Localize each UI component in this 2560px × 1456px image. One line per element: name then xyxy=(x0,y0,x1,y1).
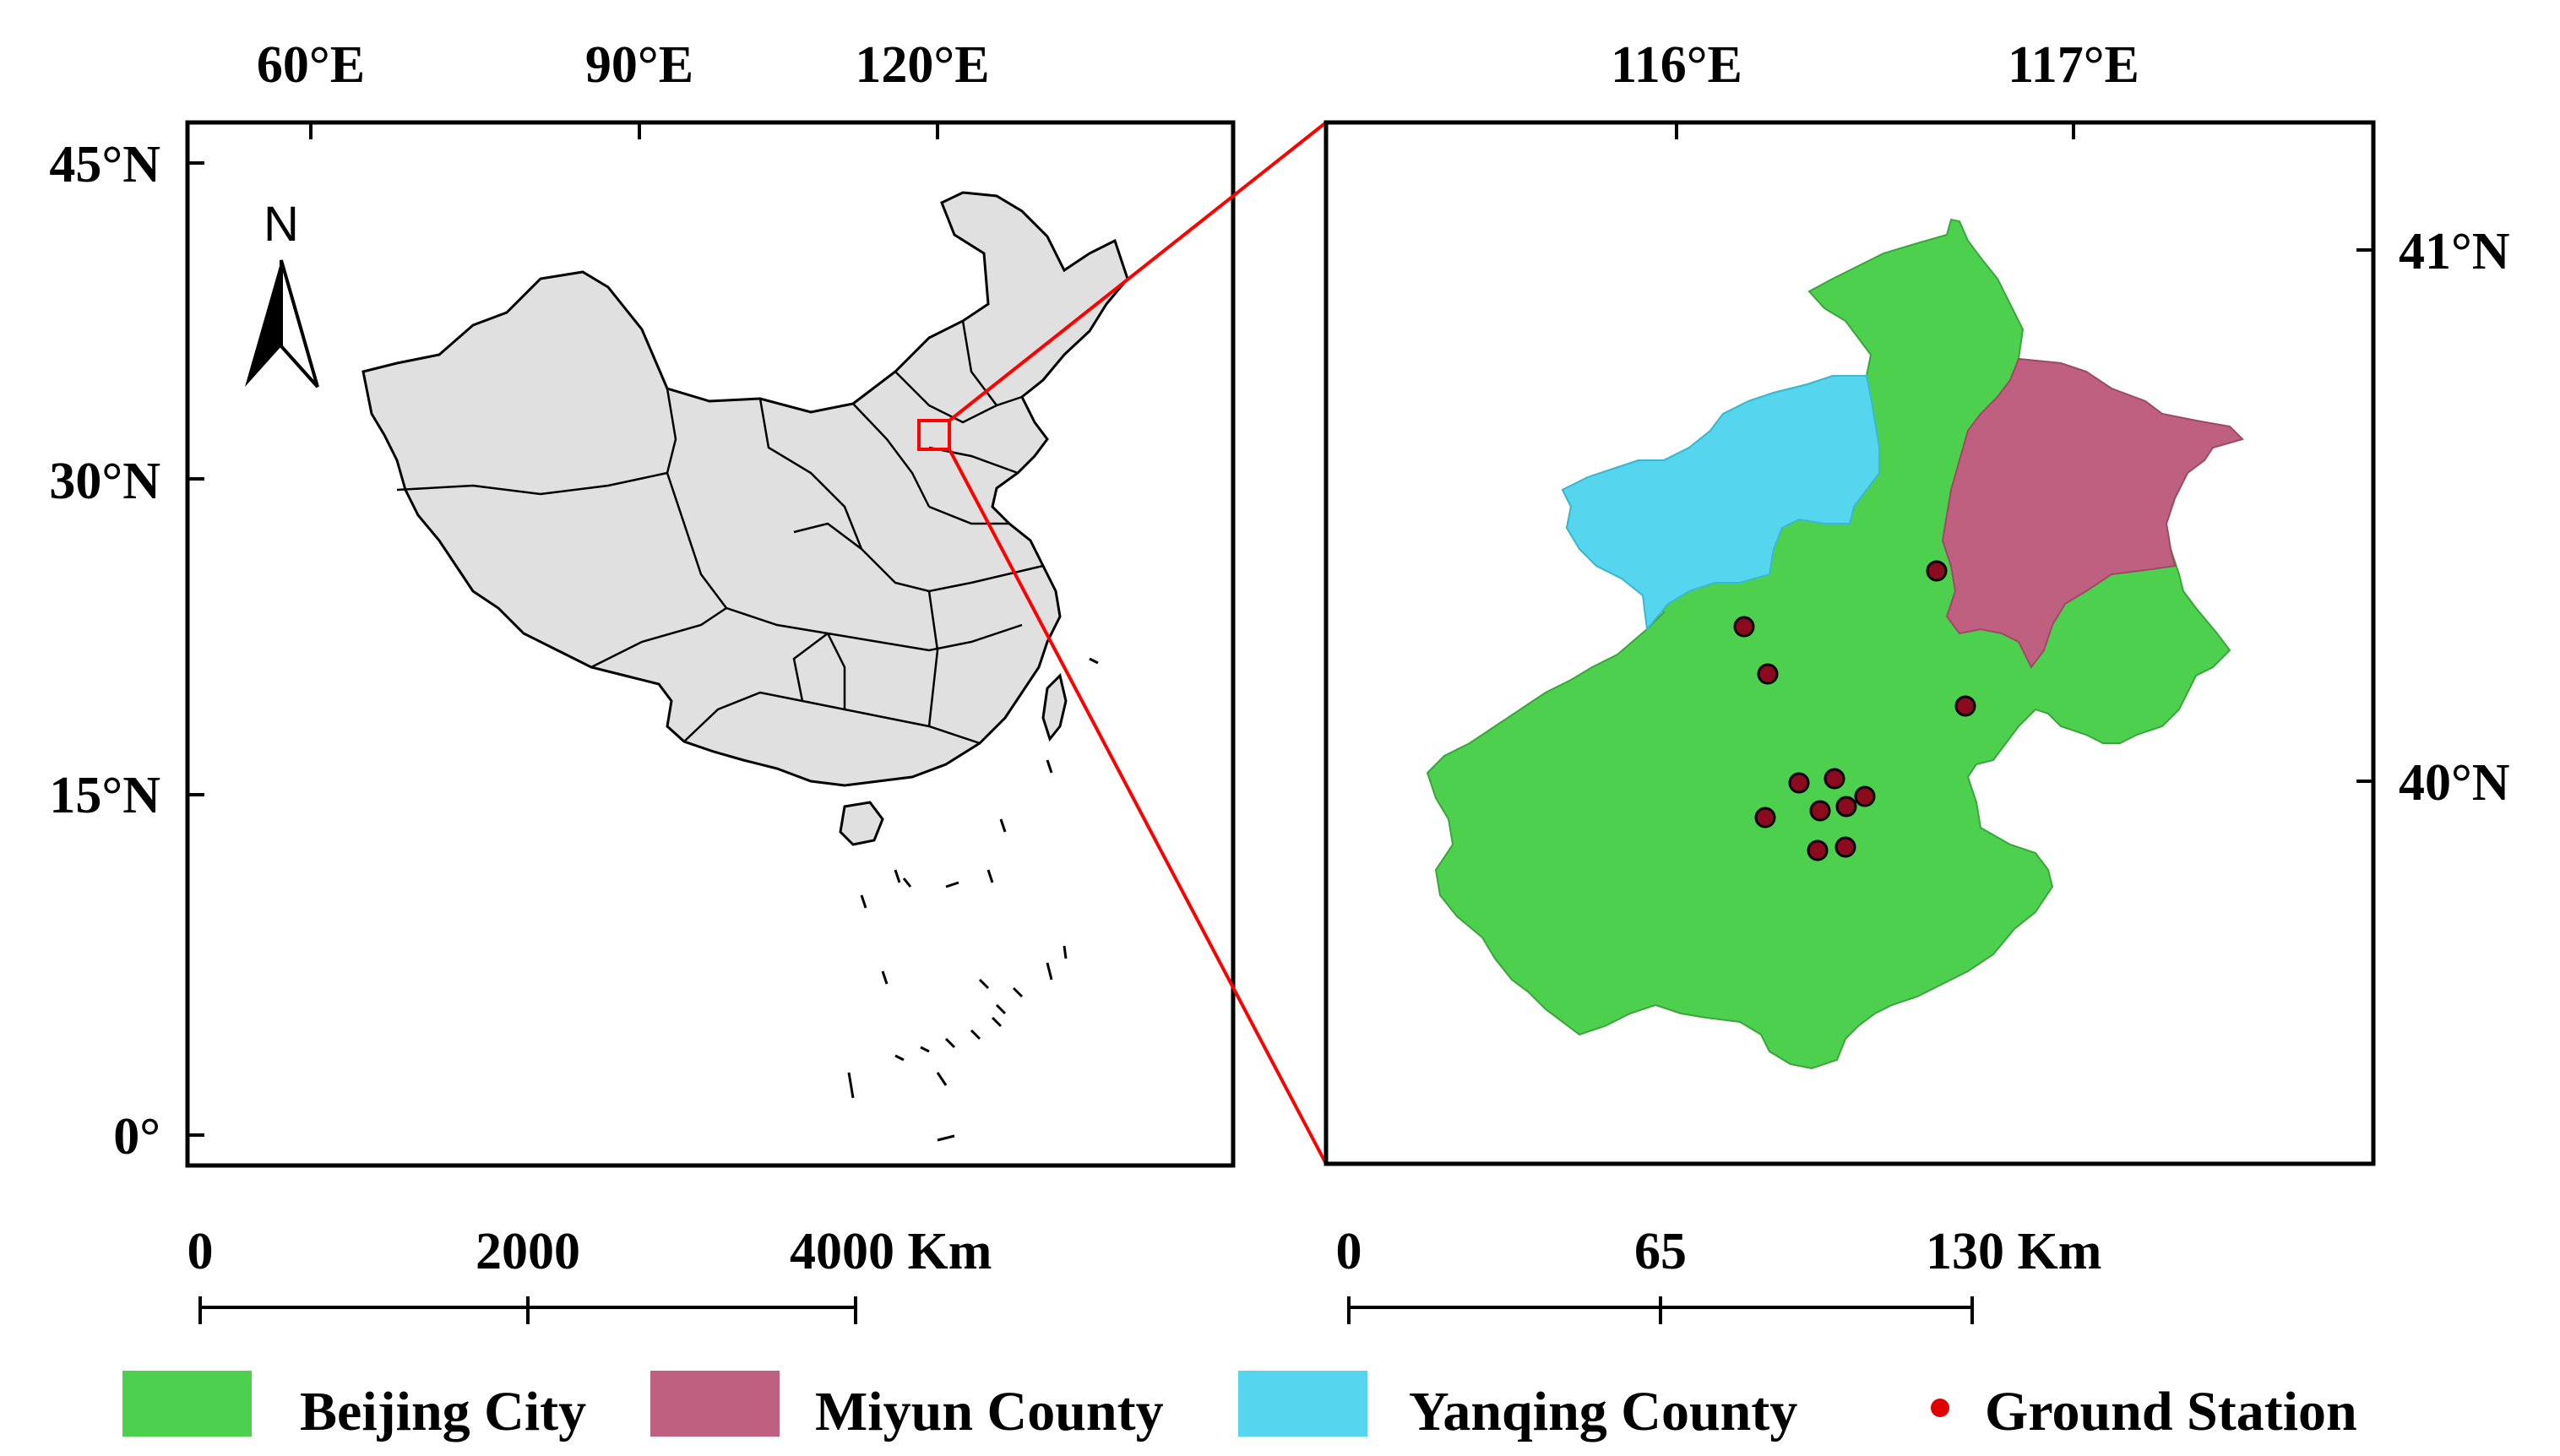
legend-label-miyun: Miyun County xyxy=(815,1381,1164,1442)
right-tick-40n: 40°N xyxy=(2399,754,2510,812)
ground-station-point xyxy=(1954,695,1976,717)
legend-swatch-yanqing xyxy=(1238,1371,1367,1437)
left-tick-0: 0° xyxy=(113,1108,160,1165)
legend-swatch-miyun xyxy=(650,1371,780,1437)
legend-swatch-beijing xyxy=(122,1371,252,1437)
yanqing-county-area xyxy=(1561,375,1880,632)
right-scale-130km: 130 Km xyxy=(1926,1223,2101,1280)
left-scale-4000km: 4000 Km xyxy=(790,1223,992,1280)
left-top-tick-120e: 120°E xyxy=(855,36,989,94)
south-china-sea-islands xyxy=(847,657,1099,1142)
left-top-tick-60e: 60°E xyxy=(257,36,365,94)
ground-station-point xyxy=(1824,768,1845,790)
ground-station-point xyxy=(1834,836,1856,858)
taiwan-outline xyxy=(1041,673,1068,742)
miyun-county-area xyxy=(1941,357,2244,669)
left-map-panel: 60°E 90°E 120°E 45°N 30°N 15°N 0° N 0 20… xyxy=(49,36,1236,1324)
ground-station-point xyxy=(1757,663,1779,685)
right-map-panel: 116°E 117°E 41°N 40°N 0 65 130 Km xyxy=(1323,36,2510,1324)
left-top-tick-90e: 90°E xyxy=(585,36,693,94)
left-scale-2000: 2000 xyxy=(476,1223,580,1280)
ground-station-point xyxy=(1733,616,1755,638)
inset-connector-lines xyxy=(948,121,1328,1165)
left-map-ticks xyxy=(188,122,939,1137)
ground-station-point xyxy=(1854,785,1876,807)
ground-station-point xyxy=(1809,800,1831,822)
hainan-outline xyxy=(839,801,884,846)
beijing-locator-box xyxy=(917,419,951,451)
left-tick-45n: 45°N xyxy=(49,136,160,193)
ground-stations xyxy=(1733,560,1976,861)
legend-swatch-ground-station xyxy=(1931,1399,1949,1417)
north-arrow-icon: N xyxy=(245,197,319,388)
legend-label-beijing: Beijing City xyxy=(300,1381,586,1442)
ground-station-point xyxy=(1788,772,1810,794)
right-scale-0: 0 xyxy=(1336,1223,1362,1280)
province-boundaries xyxy=(396,320,1044,745)
legend-label-yanqing: Yanqing County xyxy=(1409,1381,1797,1442)
ground-station-point xyxy=(1807,839,1829,861)
right-scale-65: 65 xyxy=(1634,1223,1687,1280)
right-top-tick-117e: 117°E xyxy=(2008,36,2139,94)
ground-station-point xyxy=(1754,807,1776,829)
north-label: N xyxy=(264,197,299,252)
ground-station-point xyxy=(1926,560,1948,582)
left-tick-30n: 30°N xyxy=(49,453,160,510)
ground-station-point xyxy=(1835,796,1857,818)
legend: Beijing City Miyun County Yanqing County… xyxy=(122,1371,2357,1442)
legend-label-ground-station: Ground Station xyxy=(1985,1381,2357,1442)
right-scale-bar: 0 65 130 Km xyxy=(1336,1223,2101,1324)
right-tick-41n: 41°N xyxy=(2399,223,2510,280)
right-map-ticks xyxy=(1675,122,2373,783)
left-scale-bar: 0 2000 4000 Km xyxy=(188,1223,992,1324)
left-tick-15n: 15°N xyxy=(49,767,160,824)
right-top-tick-116e: 116°E xyxy=(1611,36,1742,94)
left-scale-0: 0 xyxy=(188,1223,214,1280)
